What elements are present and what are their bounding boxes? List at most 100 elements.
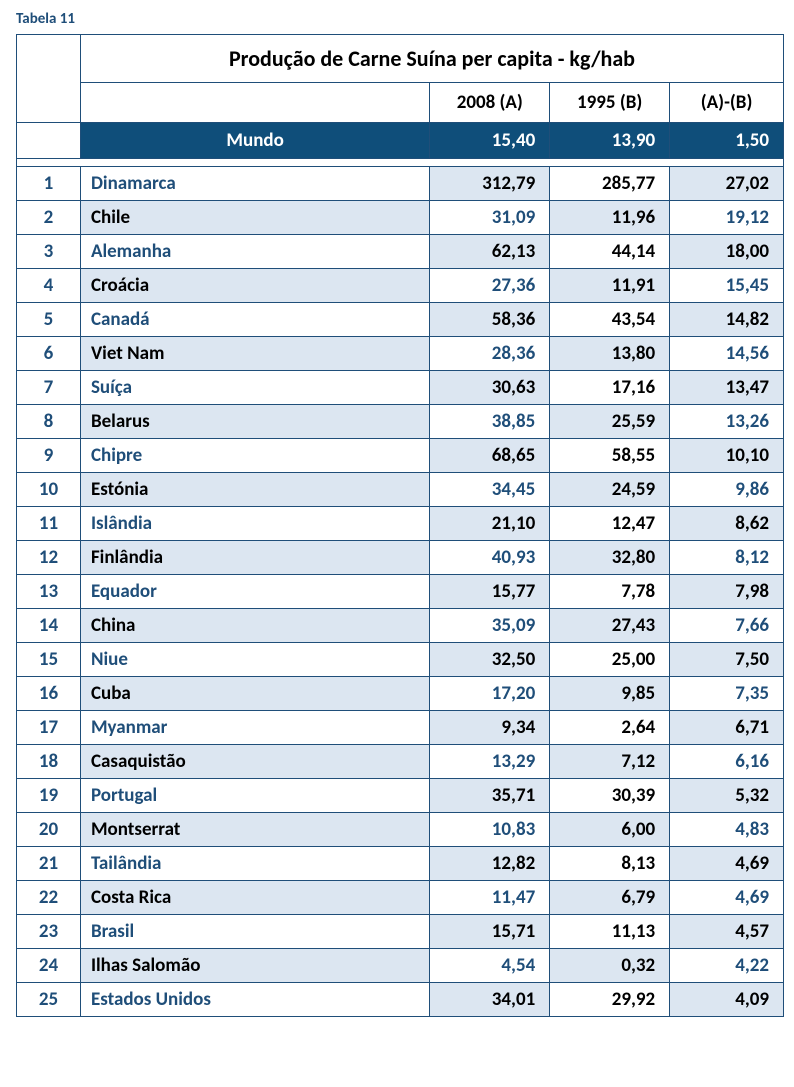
value-a-cell: 27,36 bbox=[430, 269, 550, 303]
value-diff-cell: 7,98 bbox=[670, 575, 784, 609]
value-a-cell: 31,09 bbox=[430, 201, 550, 235]
value-b-cell: 6,79 bbox=[550, 881, 670, 915]
value-diff-cell: 15,45 bbox=[670, 269, 784, 303]
table-row: 23Brasil15,7111,134,57 bbox=[17, 915, 784, 949]
value-b-cell: 58,55 bbox=[550, 439, 670, 473]
country-cell: Ilhas Salomão bbox=[80, 949, 429, 983]
table-row: 9Chipre68,6558,5510,10 bbox=[17, 439, 784, 473]
table-row: 2Chile31,0911,9619,12 bbox=[17, 201, 784, 235]
value-b-cell: 29,92 bbox=[550, 983, 670, 1017]
value-a-cell: 10,83 bbox=[430, 813, 550, 847]
country-cell: Estónia bbox=[80, 473, 429, 507]
value-diff-cell: 14,82 bbox=[670, 303, 784, 337]
value-diff-cell: 7,50 bbox=[670, 643, 784, 677]
value-a-cell: 13,29 bbox=[430, 745, 550, 779]
value-b-cell: 43,54 bbox=[550, 303, 670, 337]
value-a-cell: 9,34 bbox=[430, 711, 550, 745]
blank-header-name bbox=[80, 83, 429, 123]
country-cell: Equador bbox=[80, 575, 429, 609]
value-a-cell: 30,63 bbox=[430, 371, 550, 405]
rank-cell: 17 bbox=[17, 711, 81, 745]
data-table: Produção de Carne Suína per capita - kg/… bbox=[16, 34, 784, 1017]
rank-cell: 4 bbox=[17, 269, 81, 303]
world-label: Mundo bbox=[80, 123, 429, 159]
rank-cell: 12 bbox=[17, 541, 81, 575]
country-cell: Brasil bbox=[80, 915, 429, 949]
value-b-cell: 11,13 bbox=[550, 915, 670, 949]
table-title: Produção de Carne Suína per capita - kg/… bbox=[80, 35, 783, 83]
country-cell: Finlândia bbox=[80, 541, 429, 575]
rank-cell: 2 bbox=[17, 201, 81, 235]
title-row: Produção de Carne Suína per capita - kg/… bbox=[17, 35, 784, 83]
rank-cell: 1 bbox=[17, 167, 81, 201]
value-a-cell: 21,10 bbox=[430, 507, 550, 541]
value-a-cell: 12,82 bbox=[430, 847, 550, 881]
rank-cell: 19 bbox=[17, 779, 81, 813]
value-a-cell: 32,50 bbox=[430, 643, 550, 677]
value-b-cell: 17,16 bbox=[550, 371, 670, 405]
value-a-cell: 15,71 bbox=[430, 915, 550, 949]
value-diff-cell: 6,16 bbox=[670, 745, 784, 779]
table-row: 8Belarus38,8525,5913,26 bbox=[17, 405, 784, 439]
table-row: 10Estónia34,4524,599,86 bbox=[17, 473, 784, 507]
world-b: 13,90 bbox=[550, 123, 670, 159]
table-row: 19Portugal35,7130,395,32 bbox=[17, 779, 784, 813]
value-b-cell: 11,96 bbox=[550, 201, 670, 235]
rank-cell: 25 bbox=[17, 983, 81, 1017]
world-blank bbox=[17, 123, 81, 159]
value-b-cell: 6,00 bbox=[550, 813, 670, 847]
country-cell: Costa Rica bbox=[80, 881, 429, 915]
value-a-cell: 34,45 bbox=[430, 473, 550, 507]
country-cell: Tailândia bbox=[80, 847, 429, 881]
value-a-cell: 15,77 bbox=[430, 575, 550, 609]
rank-cell: 7 bbox=[17, 371, 81, 405]
value-diff-cell: 6,71 bbox=[670, 711, 784, 745]
value-b-cell: 8,13 bbox=[550, 847, 670, 881]
table-row: 18Casaquistão13,297,126,16 bbox=[17, 745, 784, 779]
rank-cell: 11 bbox=[17, 507, 81, 541]
value-diff-cell: 4,83 bbox=[670, 813, 784, 847]
value-diff-cell: 13,26 bbox=[670, 405, 784, 439]
value-diff-cell: 8,62 bbox=[670, 507, 784, 541]
value-b-cell: 30,39 bbox=[550, 779, 670, 813]
table-row: 16Cuba17,209,857,35 bbox=[17, 677, 784, 711]
header-col-a: 2008 (A) bbox=[430, 83, 550, 123]
rank-cell: 8 bbox=[17, 405, 81, 439]
table-row: 6Viet Nam28,3613,8014,56 bbox=[17, 337, 784, 371]
value-b-cell: 44,14 bbox=[550, 235, 670, 269]
value-diff-cell: 14,56 bbox=[670, 337, 784, 371]
value-a-cell: 40,93 bbox=[430, 541, 550, 575]
country-cell: Casaquistão bbox=[80, 745, 429, 779]
rank-cell: 5 bbox=[17, 303, 81, 337]
value-b-cell: 25,00 bbox=[550, 643, 670, 677]
country-cell: Belarus bbox=[80, 405, 429, 439]
value-a-cell: 58,36 bbox=[430, 303, 550, 337]
value-diff-cell: 4,22 bbox=[670, 949, 784, 983]
country-cell: Suíça bbox=[80, 371, 429, 405]
value-a-cell: 34,01 bbox=[430, 983, 550, 1017]
rank-cell: 9 bbox=[17, 439, 81, 473]
header-col-b: 1995 (B) bbox=[550, 83, 670, 123]
value-b-cell: 0,32 bbox=[550, 949, 670, 983]
country-cell: Canadá bbox=[80, 303, 429, 337]
value-b-cell: 27,43 bbox=[550, 609, 670, 643]
table-row: 20Montserrat10,836,004,83 bbox=[17, 813, 784, 847]
rank-cell: 10 bbox=[17, 473, 81, 507]
rank-cell: 6 bbox=[17, 337, 81, 371]
value-diff-cell: 4,57 bbox=[670, 915, 784, 949]
country-cell: Alemanha bbox=[80, 235, 429, 269]
value-diff-cell: 7,66 bbox=[670, 609, 784, 643]
world-row: Mundo 15,40 13,90 1,50 bbox=[17, 123, 784, 159]
value-a-cell: 68,65 bbox=[430, 439, 550, 473]
rank-cell: 18 bbox=[17, 745, 81, 779]
table-row: 21Tailândia12,828,134,69 bbox=[17, 847, 784, 881]
value-b-cell: 11,91 bbox=[550, 269, 670, 303]
country-cell: Estados Unidos bbox=[80, 983, 429, 1017]
value-a-cell: 17,20 bbox=[430, 677, 550, 711]
country-cell: Dinamarca bbox=[80, 167, 429, 201]
rank-cell: 20 bbox=[17, 813, 81, 847]
value-b-cell: 32,80 bbox=[550, 541, 670, 575]
country-cell: Montserrat bbox=[80, 813, 429, 847]
rank-cell: 3 bbox=[17, 235, 81, 269]
table-row: 3Alemanha62,1344,1418,00 bbox=[17, 235, 784, 269]
